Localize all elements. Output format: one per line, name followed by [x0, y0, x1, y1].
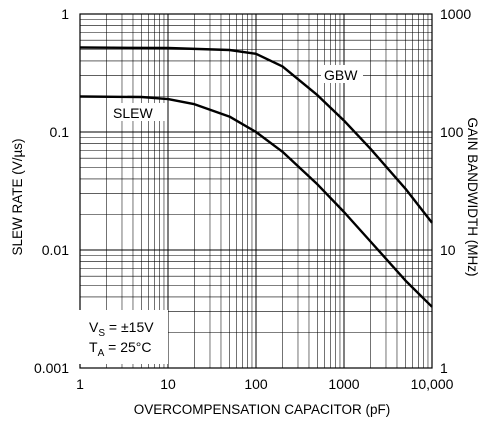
ambient-temperature-condition: TA = 25°C [89, 339, 151, 359]
vs-value: = ±15V [105, 319, 154, 335]
x-tick-label: 100 [244, 376, 268, 392]
x-tick-label: 1000 [328, 376, 359, 392]
x-tick-label: 1 [76, 376, 84, 392]
x-tick-label: 10 [160, 376, 176, 392]
x-tick-label: 10,000 [411, 376, 454, 392]
x-axis-label: OVERCOMPENSATION CAPACITOR (pF) [134, 402, 391, 417]
chart-grid [79, 14, 432, 369]
slew-series-label: SLEW [113, 105, 153, 121]
ta-value: = 25°C [104, 339, 151, 355]
gbw-series-label: GBW [324, 67, 358, 83]
gbw-label-background [321, 65, 363, 83]
y-axis-label: SLEW RATE (V/µs) [10, 138, 25, 255]
ta-subscript: A [98, 348, 105, 359]
supply-voltage-condition: VS = ±15V [89, 319, 154, 339]
y2-tick-label: 100 [440, 124, 464, 140]
vs-symbol: V [89, 319, 99, 335]
slew-curve [79, 95, 433, 308]
y-axis-ticks: 1 0.1 0.01 0.001 [34, 6, 69, 376]
y-tick-label: 0.1 [50, 124, 70, 140]
y2-tick-label: 1 [440, 360, 448, 376]
chart-curves [79, 46, 433, 308]
plot-frame [79, 13, 433, 369]
y-tick-label: 1 [61, 6, 69, 22]
conditions-background [78, 310, 168, 364]
x-axis-ticks: 1 10 100 1000 10,000 [76, 376, 454, 392]
y2-axis-ticks: 1000 100 10 1 [440, 6, 471, 376]
vs-subscript: S [98, 328, 105, 339]
y2-axis-label: GAIN BANDWIDTH (MHz) [465, 118, 479, 277]
y2-tick-label: 1000 [440, 6, 471, 22]
y-tick-label: 0.001 [34, 360, 69, 376]
slew-label-background [108, 103, 166, 121]
ta-symbol: T [89, 339, 98, 355]
y2-tick-label: 10 [440, 242, 456, 258]
gbw-curve [79, 46, 433, 224]
y-tick-label: 0.01 [42, 242, 69, 258]
